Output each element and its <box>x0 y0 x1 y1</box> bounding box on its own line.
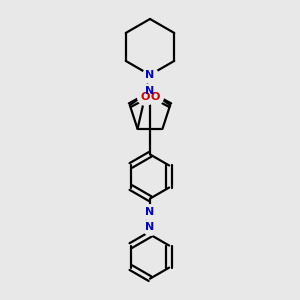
Text: N: N <box>146 207 154 218</box>
Text: N: N <box>146 222 154 232</box>
Text: O: O <box>150 92 160 102</box>
Text: N: N <box>146 85 154 95</box>
Text: N: N <box>146 70 154 80</box>
Text: O: O <box>140 92 150 102</box>
